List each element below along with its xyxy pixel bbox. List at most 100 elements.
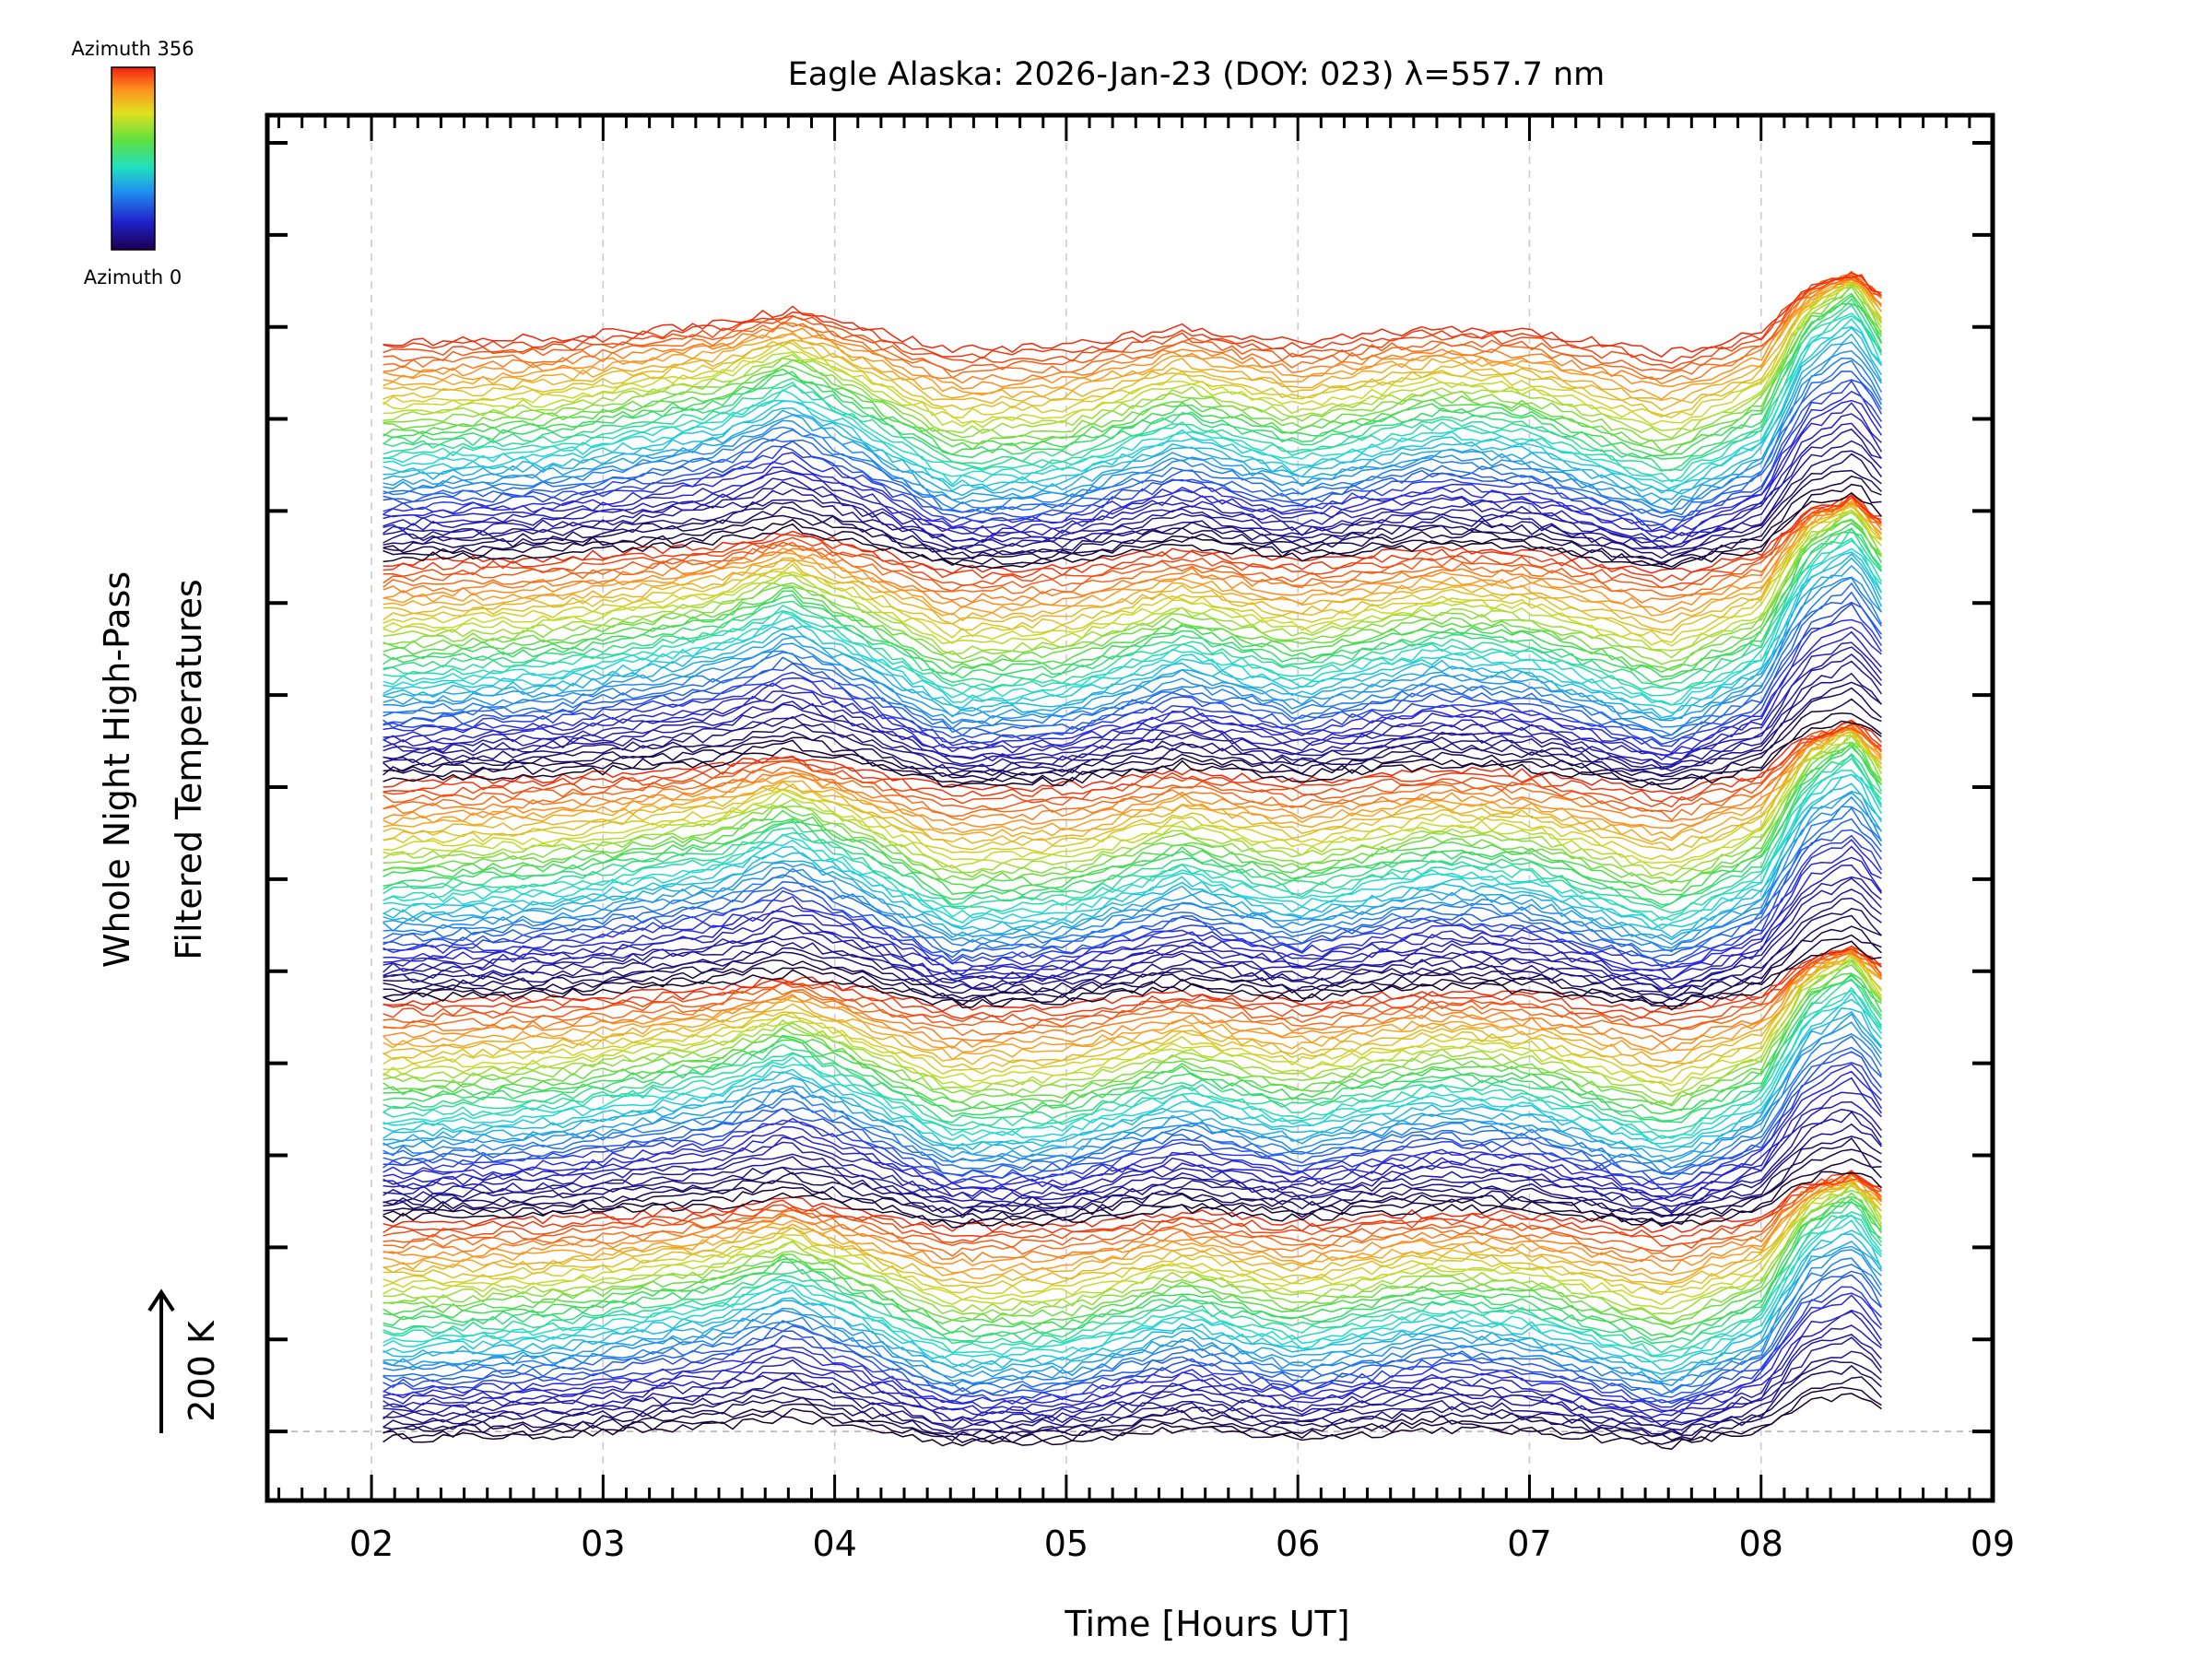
series-line: [382, 1171, 1882, 1229]
series-line: [382, 526, 1882, 692]
series-line: [382, 493, 1882, 589]
series-line: [382, 285, 1882, 453]
series-line: [382, 422, 1883, 547]
series-line: [382, 845, 1882, 972]
series-line: [382, 992, 1883, 1145]
series-line: [382, 277, 1882, 380]
series-line: [382, 390, 1883, 532]
series-line: [382, 746, 1883, 906]
series-line: [382, 1336, 1883, 1429]
series-line: [382, 315, 1883, 483]
series-line: [382, 1111, 1883, 1213]
series-line: [382, 371, 1883, 519]
series-line: [382, 1211, 1882, 1354]
series-line: [382, 949, 1882, 1052]
series-line: [382, 1108, 1883, 1207]
series-line: [382, 1240, 1882, 1381]
series-line: [382, 495, 1882, 574]
series-line: [382, 925, 1882, 1004]
series-line: [382, 752, 1882, 909]
series-line: [382, 953, 1883, 1087]
series-line: [382, 312, 1883, 483]
series-line: [382, 945, 1883, 1030]
series-line: [382, 947, 1882, 1055]
series-line: [382, 978, 1883, 1132]
series-line: [382, 1219, 1882, 1363]
series-line: [382, 960, 1882, 1098]
series-line: [382, 1264, 1883, 1396]
series-line: [382, 790, 1883, 941]
series-line: [382, 792, 1882, 946]
series-line: [382, 281, 1883, 418]
series-line: [382, 317, 1882, 492]
series-line: [382, 626, 1882, 756]
series-line: [382, 359, 1883, 516]
series-line: [382, 1376, 1882, 1441]
x-tick-label: 02: [349, 1524, 394, 1564]
series-line: [382, 754, 1882, 914]
y-axis-label-line2: Filtered Temperatures: [169, 579, 209, 959]
series-line: [382, 972, 1882, 1112]
series-line: [382, 522, 1883, 678]
series-line: [382, 726, 1882, 813]
series-line: [382, 557, 1883, 721]
series-line: [382, 1171, 1882, 1241]
series-line: [382, 726, 1882, 823]
series-line: [382, 687, 1882, 778]
series-line: [382, 341, 1883, 506]
series-line: [382, 672, 1882, 772]
series-line: [382, 907, 1882, 1000]
series-line: [382, 741, 1883, 893]
series-line: [382, 1334, 1882, 1427]
series-line: [382, 282, 1883, 418]
series-line: [382, 505, 1882, 636]
series-line: [382, 1182, 1882, 1310]
series-line: [382, 1170, 1882, 1233]
series-line: [382, 729, 1882, 865]
x-ticks: [277, 115, 1994, 1500]
series-line: [382, 509, 1883, 659]
series-line: [382, 963, 1882, 1107]
series-line: [382, 897, 1882, 996]
series-line: [382, 1245, 1882, 1382]
series-line: [382, 951, 1882, 1064]
series-line: [382, 951, 1882, 1074]
series-line: [382, 934, 1882, 1007]
x-tick-labels: 02 03 04 05 06 07 08 09: [349, 1524, 2015, 1564]
series-line: [382, 279, 1882, 400]
series-line: [382, 576, 1883, 736]
series-line: [382, 511, 1883, 665]
series-line: [382, 1324, 1882, 1423]
series-line: [382, 990, 1882, 1139]
series-line: [382, 947, 1882, 1014]
series-line: [382, 399, 1883, 534]
series-line: [382, 298, 1883, 471]
series-line: [382, 497, 1883, 597]
series-line: [382, 413, 1883, 543]
azimuth-colorbar: [111, 66, 156, 251]
series-line: [382, 349, 1883, 512]
series-line: [382, 1364, 1882, 1438]
plot-frame: [265, 112, 1995, 1503]
series-line: [382, 1292, 1883, 1408]
scale-arrow: [147, 1288, 175, 1433]
series-line: [382, 1233, 1882, 1375]
series-line: [382, 1202, 1883, 1341]
series-line: [382, 1195, 1882, 1330]
series-line: [382, 1183, 1883, 1315]
series-line: [382, 601, 1883, 746]
series-line: [382, 1021, 1883, 1169]
series-line: [382, 1311, 1882, 1418]
series-line: [382, 303, 1883, 460]
series-line: [382, 292, 1883, 456]
series-line: [382, 1197, 1883, 1338]
series-line: [382, 504, 1883, 631]
series-line: [382, 757, 1883, 921]
series-line: [382, 720, 1882, 808]
series-line: [382, 724, 1882, 822]
series-line: [382, 1174, 1882, 1272]
series-line: [382, 1200, 1882, 1345]
series-line: [382, 1286, 1882, 1405]
series-line: [382, 630, 1882, 761]
